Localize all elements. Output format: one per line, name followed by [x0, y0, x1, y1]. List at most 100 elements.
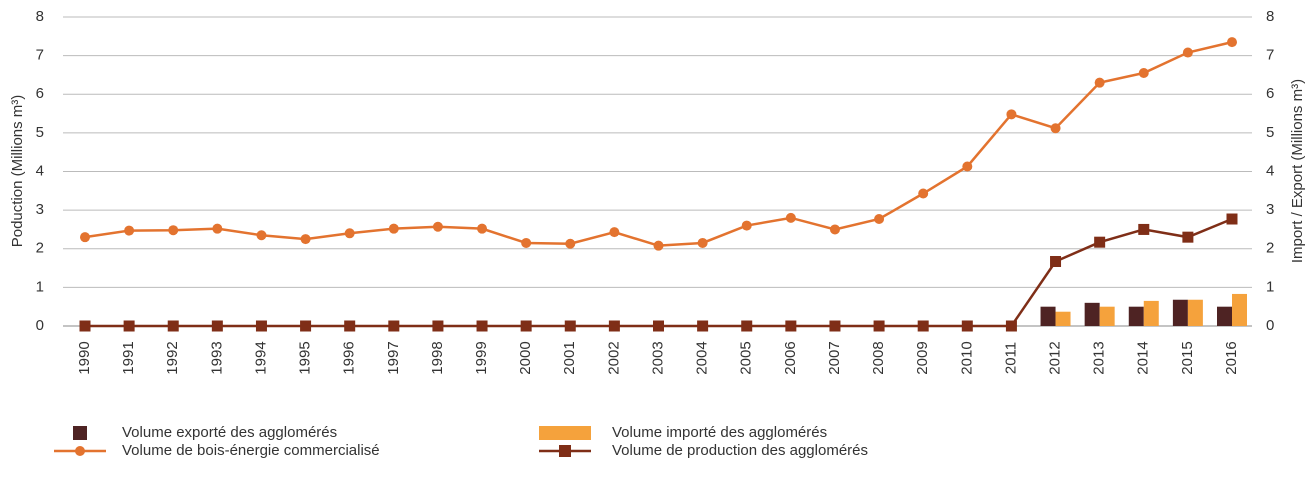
x-tick-label: 1994: [252, 341, 269, 374]
bar: [1172, 299, 1188, 326]
line-marker: [1182, 47, 1193, 58]
line-marker: [124, 225, 135, 236]
line-marker: [697, 237, 708, 248]
bar: [1084, 302, 1100, 326]
line-marker: [564, 320, 576, 332]
x-tick-label: 2004: [694, 341, 711, 374]
x-tick-label: 2005: [738, 341, 755, 374]
x-tick-label: 1993: [208, 341, 225, 374]
bar: [1217, 306, 1232, 326]
y2-tick-label: 7: [1266, 47, 1274, 64]
x-tick-label: 2008: [870, 341, 887, 374]
line-marker: [212, 223, 223, 234]
x-tick-label: 2010: [958, 341, 975, 374]
x-tick-label: 1991: [120, 341, 137, 374]
x-tick-label: 1990: [76, 341, 93, 374]
line-marker: [653, 240, 664, 251]
line-marker: [477, 223, 488, 234]
line-marker: [697, 320, 709, 332]
line-marker: [520, 320, 532, 332]
line-marker: [123, 320, 135, 332]
line-marker: [388, 223, 399, 234]
line-marker: [874, 214, 885, 225]
legend-swatch: [73, 426, 87, 440]
line-marker: [211, 320, 223, 332]
y-tick-label: 0: [36, 317, 44, 334]
line-marker: [1138, 223, 1150, 235]
line-marker: [1226, 213, 1238, 225]
y2-tick-label: 2: [1266, 240, 1274, 257]
x-tick-label: 2014: [1135, 341, 1152, 374]
line-marker: [168, 225, 179, 236]
x-tick-label: 1998: [429, 341, 446, 374]
x-tick-label: 1995: [297, 341, 314, 374]
legend-marker: [559, 445, 571, 457]
bar: [1055, 311, 1071, 326]
bar: [1232, 293, 1247, 326]
y2-tick-label: 8: [1266, 8, 1274, 25]
y-tick-label: 5: [36, 124, 44, 141]
y-tick-label: 6: [36, 85, 44, 102]
y2-axis-label: Import / Export (Millions m³): [1289, 79, 1306, 263]
x-tick-label: 2012: [1047, 341, 1064, 374]
bar: [1187, 299, 1203, 326]
line-marker: [608, 320, 620, 332]
line-marker: [873, 320, 885, 332]
legend-swatch: [539, 426, 591, 440]
x-tick-label: 2015: [1179, 341, 1196, 374]
line: [84, 40, 1233, 247]
y-tick-label: 7: [36, 47, 44, 64]
line-marker: [741, 320, 753, 332]
bar: [1099, 306, 1115, 326]
x-tick-label: 1997: [385, 341, 402, 374]
y2-tick-label: 4: [1266, 162, 1274, 179]
x-tick-label: 2011: [1002, 342, 1019, 374]
x-tick-label: 1999: [473, 341, 490, 374]
y-tick-label: 8: [36, 8, 44, 25]
x-tick-label: 2002: [605, 341, 622, 374]
line-marker: [300, 234, 311, 245]
line-marker: [1006, 109, 1017, 120]
bar: [1128, 306, 1144, 326]
line-marker: [432, 221, 443, 232]
x-tick-label: 2016: [1223, 341, 1240, 374]
line-marker: [344, 320, 356, 332]
x-tick-label: 2006: [782, 341, 799, 374]
line-marker: [432, 320, 444, 332]
line-marker: [1138, 68, 1149, 79]
x-tick-label: 2007: [826, 341, 843, 374]
y2-tick-label: 1: [1266, 278, 1274, 295]
line-marker: [1050, 255, 1062, 267]
bar: [1143, 300, 1159, 326]
x-tick-label: 1996: [341, 341, 358, 374]
line-marker: [653, 320, 664, 332]
y-tick-label: 1: [36, 278, 44, 295]
x-tick-label: 2003: [649, 341, 666, 374]
y-tick-label: 4: [36, 162, 44, 179]
line-marker: [1094, 77, 1105, 88]
legend-label: Volume de bois-énergie commercialisé: [122, 442, 380, 459]
line-marker: [388, 320, 400, 332]
line-marker: [962, 161, 973, 172]
line-marker: [829, 320, 841, 332]
y-axis-label: Poduction (Millions m³): [9, 95, 26, 248]
line-marker: [344, 228, 355, 239]
x-tick-label: 1992: [164, 341, 181, 374]
y2-tick-label: 6: [1266, 85, 1274, 102]
line-marker: [1182, 231, 1194, 243]
line-marker: [829, 224, 840, 235]
line-marker: [1227, 37, 1237, 48]
line-marker: [917, 320, 929, 332]
line-marker: [167, 320, 179, 332]
line-marker: [476, 320, 488, 332]
line-marker: [79, 320, 91, 332]
y2-tick-label: 5: [1266, 124, 1274, 141]
line-marker: [256, 230, 267, 241]
y2-tick-label: 3: [1266, 201, 1274, 218]
line-marker: [565, 238, 576, 249]
y-tick-label: 3: [36, 201, 44, 218]
line-marker: [785, 320, 797, 332]
line-marker: [961, 320, 973, 332]
x-tick-label: 2009: [914, 341, 931, 374]
